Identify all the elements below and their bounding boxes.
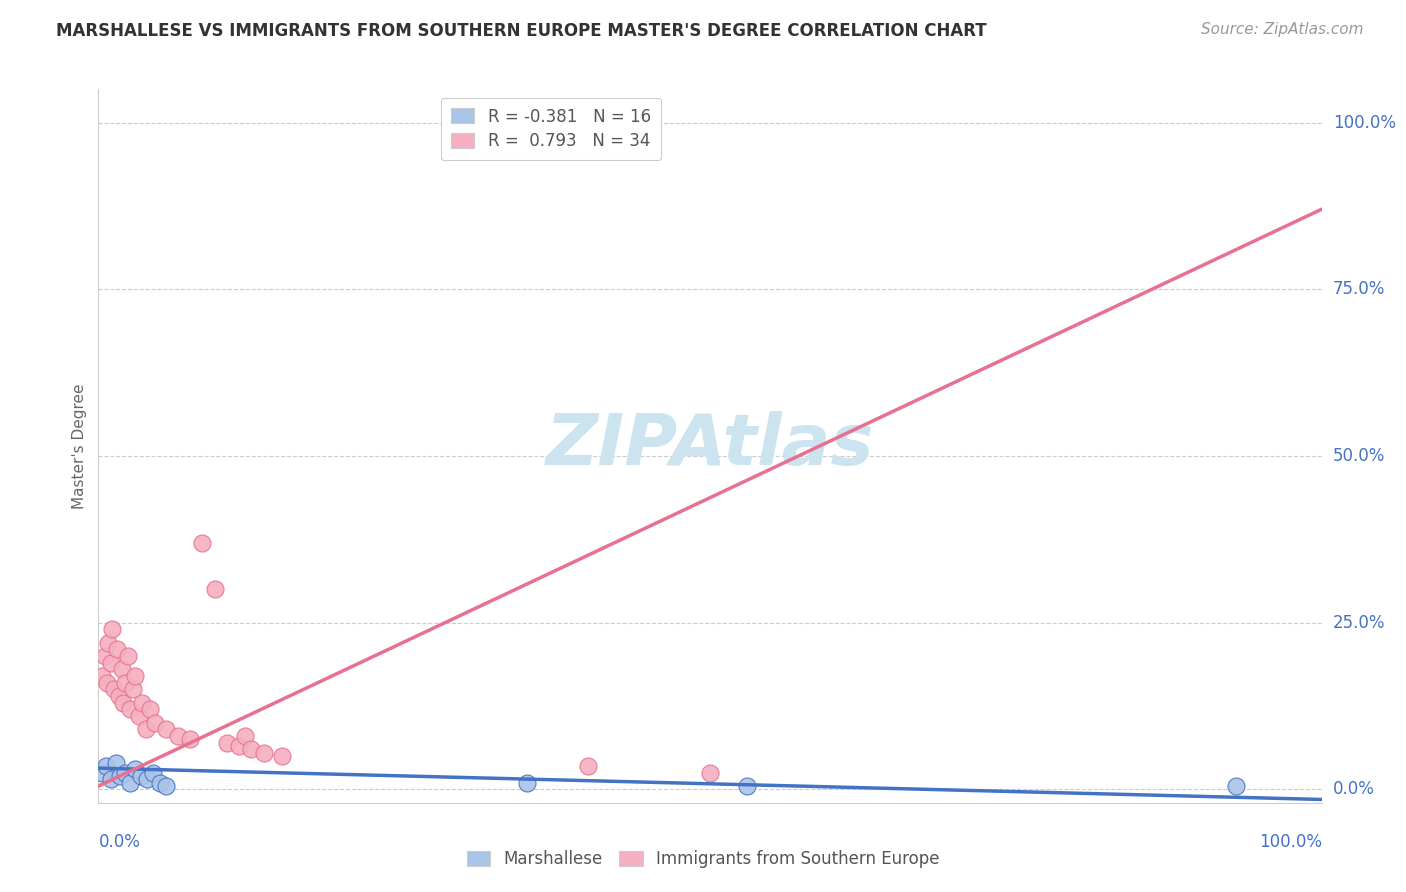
Point <box>191 535 214 549</box>
Point <box>97 636 120 650</box>
Point <box>100 656 122 670</box>
Point <box>91 669 114 683</box>
Text: 25.0%: 25.0% <box>1333 614 1385 632</box>
Point <box>699 765 721 780</box>
Point <box>233 729 256 743</box>
Point <box>114 675 136 690</box>
Text: 75.0%: 75.0% <box>1333 280 1385 298</box>
Point <box>270 749 294 764</box>
Point <box>155 779 177 793</box>
Point <box>1225 779 1247 793</box>
Point <box>104 756 127 770</box>
Text: 50.0%: 50.0% <box>1333 447 1385 465</box>
Point <box>576 759 599 773</box>
Point <box>143 715 166 730</box>
Point <box>91 765 114 780</box>
Point <box>139 702 162 716</box>
Point <box>179 732 201 747</box>
Point <box>155 723 177 737</box>
Point <box>111 662 134 676</box>
Point <box>117 649 139 664</box>
Point <box>228 739 250 753</box>
Point <box>114 765 136 780</box>
Point <box>516 776 538 790</box>
Text: 0.0%: 0.0% <box>1333 780 1375 798</box>
Point <box>136 772 159 787</box>
Point <box>100 772 122 787</box>
Point <box>111 696 134 710</box>
Point <box>129 769 152 783</box>
Point <box>135 723 157 737</box>
Point <box>120 776 142 790</box>
Point <box>101 623 124 637</box>
Point <box>93 649 115 664</box>
Legend: R = -0.381   N = 16, R =  0.793   N = 34: R = -0.381 N = 16, R = 0.793 N = 34 <box>441 97 661 161</box>
Point <box>120 702 142 716</box>
Point <box>110 769 132 783</box>
Text: ZIPAtlas: ZIPAtlas <box>546 411 875 481</box>
Text: Source: ZipAtlas.com: Source: ZipAtlas.com <box>1201 22 1364 37</box>
Point <box>240 742 263 756</box>
Text: MARSHALLESE VS IMMIGRANTS FROM SOUTHERN EUROPE MASTER'S DEGREE CORRELATION CHART: MARSHALLESE VS IMMIGRANTS FROM SOUTHERN … <box>56 22 987 40</box>
Point <box>142 765 165 780</box>
Point <box>131 696 153 710</box>
Legend: Marshallese, Immigrants from Southern Europe: Marshallese, Immigrants from Southern Eu… <box>460 844 946 875</box>
Point <box>215 736 238 750</box>
Text: 100.0%: 100.0% <box>1333 113 1396 131</box>
Point <box>94 759 117 773</box>
Point <box>121 682 143 697</box>
Point <box>124 763 146 777</box>
Point <box>96 675 118 690</box>
Text: 100.0%: 100.0% <box>1258 833 1322 851</box>
Point <box>124 669 146 683</box>
Point <box>128 709 150 723</box>
Point <box>204 582 226 597</box>
Point <box>735 779 758 793</box>
Point <box>105 642 128 657</box>
Y-axis label: Master's Degree: Master's Degree <box>72 384 87 508</box>
Point <box>149 776 172 790</box>
Point <box>103 682 125 697</box>
Point <box>252 746 274 760</box>
Text: 0.0%: 0.0% <box>98 833 141 851</box>
Point <box>167 729 190 743</box>
Point <box>108 689 131 703</box>
